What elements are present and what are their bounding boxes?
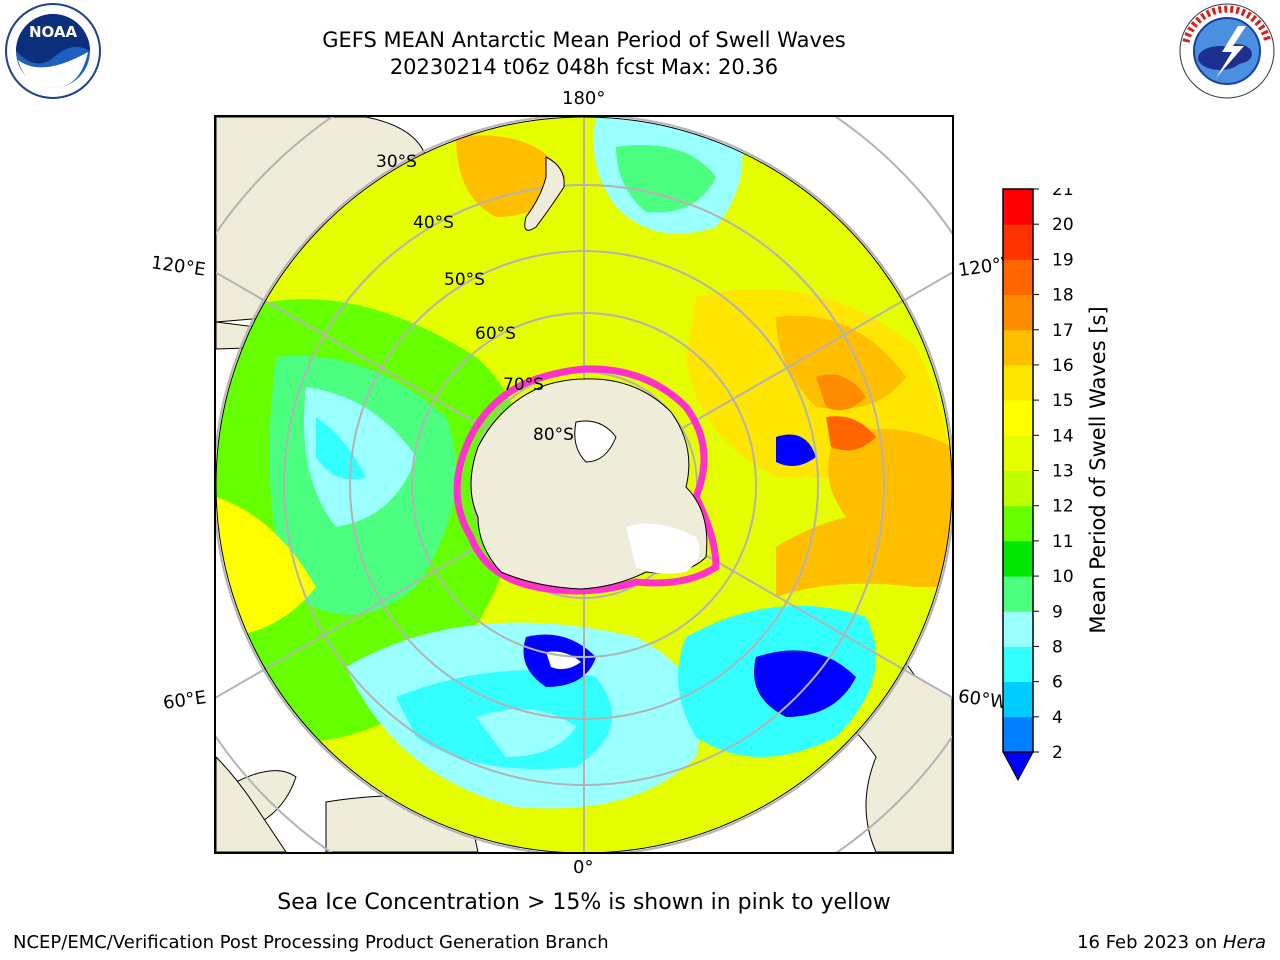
asia-corner-landmass: [216, 756, 287, 852]
colorbar-bin: [1003, 189, 1033, 225]
colorbar-tick-label: 21: [1052, 188, 1074, 200]
colorbar-tick-label: 11: [1052, 532, 1074, 552]
colorbar-bin: [1003, 505, 1033, 542]
ross-ice-shelf: [574, 420, 617, 463]
colorbar-bin: [1003, 435, 1033, 471]
colorbar-bin: [1003, 364, 1033, 401]
colorbar-bin: [1003, 681, 1033, 718]
noaa-logo-text: NOAA: [29, 23, 78, 41]
colorbar-ticks: 2 4 6 8 9 10 11 12 13 14 15 16 17 18 19 20 21: [1033, 188, 1074, 763]
map-subtitle: 20230214 t06z 048h fcst Max: 20.36: [389, 55, 779, 79]
lon-label-60e: 60°E: [161, 687, 208, 714]
colorbar-tick-label: 17: [1052, 321, 1074, 341]
colorbar: 2 4 6 8 9 10 11 12 13 14 15 16 17 18 19 20 21: [1002, 188, 1074, 782]
colorbar-tick-label: 19: [1052, 250, 1074, 270]
nws-logo-icon: [1179, 3, 1275, 99]
antarctic-peninsula-ice: [626, 523, 700, 574]
colorbar-tick-label: 16: [1052, 356, 1074, 376]
colorbar-bin: [1003, 329, 1033, 366]
lon-label-60w: 60°W: [956, 685, 1006, 714]
colorbar-bin: [1003, 470, 1033, 507]
colorbar-bin: [1003, 400, 1033, 436]
colorbar-bin: [1003, 540, 1033, 577]
colorbar-label: Mean Period of Swell Waves [s]: [1086, 306, 1110, 634]
sea-ice-edge: [453, 365, 720, 595]
polar-map: 180°: [214, 115, 954, 854]
lat-label-60s: 60°S: [475, 324, 516, 344]
noaa-logo-icon: NOAA: [5, 3, 101, 99]
colorbar-bin: [1003, 294, 1033, 331]
lat-label-30s: 30°S: [376, 152, 417, 172]
colorbar-bin: [1003, 716, 1033, 753]
colorbar-tick-label: 13: [1052, 462, 1074, 482]
sea-ice-caption: Sea Ice Concentration > 15% is shown in …: [277, 890, 891, 915]
lat-label-40s: 40°S: [413, 213, 454, 233]
colorbar-bins: [1003, 189, 1033, 753]
colorbar-tick-label: 15: [1052, 391, 1074, 411]
colorbar-tick-label: 20: [1052, 215, 1074, 235]
colorbar-under-arrow: [1002, 751, 1034, 782]
colorbar-bin: [1003, 224, 1033, 260]
footer-date-text: 16 Feb 2023 on: [1077, 932, 1223, 953]
lat-label-70s: 70°S: [503, 375, 544, 395]
colorbar-bin: [1003, 611, 1033, 647]
map-title: GEFS MEAN Antarctic Mean Period of Swell…: [322, 28, 846, 52]
colorbar-bin: [1003, 259, 1033, 296]
lon-label-0: 0°: [573, 857, 594, 878]
lat-label-50s: 50°S: [444, 270, 485, 290]
colorbar-tick-label: 8: [1052, 637, 1063, 657]
lon-label-180: 180°: [562, 88, 606, 109]
colorbar-tick-label: 14: [1052, 426, 1074, 446]
footer-host: Hera: [1222, 932, 1266, 953]
footer-credit: NCEP/EMC/Verification Post Processing Pr…: [13, 932, 609, 953]
colorbar-tick-label: 18: [1052, 286, 1074, 306]
polar-map-canvas: 180°: [216, 117, 952, 852]
colorbar-tick-label: 9: [1052, 602, 1063, 622]
footer-date: 16 Feb 2023 on Hera: [1077, 932, 1266, 953]
colorbar-tick-label: 12: [1052, 497, 1074, 517]
colorbar-tick-label: 2: [1052, 743, 1063, 763]
lat-label-80s: 80°S: [533, 425, 574, 445]
colorbar-tick-label: 10: [1052, 567, 1074, 587]
colorbar-bin: [1003, 576, 1033, 612]
colorbar-tick-label: 4: [1052, 708, 1063, 728]
colorbar-tick-label: 6: [1052, 673, 1063, 693]
new-zealand-landmass: [524, 156, 565, 231]
lon-label-120e: 120°E: [149, 252, 207, 281]
colorbar-bin: [1003, 646, 1033, 683]
